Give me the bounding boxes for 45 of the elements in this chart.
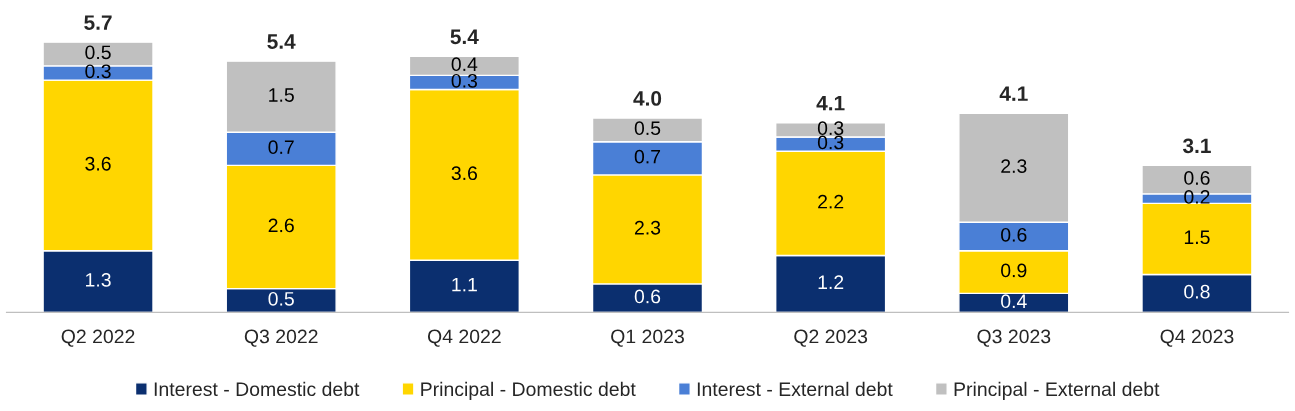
data-label: 0.9	[1001, 263, 1027, 278]
legend-label: Principal - Domestic debt	[421, 381, 636, 400]
x-tick-label: Q1 2023	[611, 329, 684, 347]
legend-label: Interest - External debt	[697, 381, 893, 397]
x-tick-label: Q4 2022	[427, 329, 501, 347]
x-tick-label: Q4 2023	[1160, 329, 1234, 347]
data-label: 1.5	[269, 88, 294, 102]
total-label: 4.0	[633, 91, 662, 106]
data-label: 1.5	[1184, 230, 1210, 245]
data-label: 0.5	[634, 121, 661, 136]
data-label: 0.4	[451, 57, 478, 72]
legend-label: Principal - External debt	[954, 381, 1160, 400]
x-tick-label: Q2 2023	[794, 329, 868, 347]
data-label: 1.1	[452, 277, 477, 292]
data-label: 2.2	[818, 194, 844, 209]
data-label: 0.3	[85, 64, 111, 79]
data-label: 0.6	[1184, 171, 1210, 185]
data-label: 0.4	[1001, 294, 1027, 309]
data-label: 2.3	[634, 220, 661, 235]
total-label: 5.7	[84, 15, 112, 30]
data-label: 0.7	[268, 140, 294, 155]
total-label: 4.1	[816, 95, 845, 111]
x-tick-label: Q2 2022	[61, 329, 135, 347]
data-label: 1.3	[86, 273, 111, 287]
data-label: 3.6	[85, 156, 111, 171]
data-label: 2.3	[1001, 159, 1027, 173]
data-label: 0.8	[1184, 284, 1210, 299]
total-label: 5.4	[450, 29, 479, 45]
data-label: 0.3	[817, 121, 844, 136]
data-label: 2.6	[268, 218, 294, 233]
x-tick-label: Q3 2023	[977, 329, 1051, 347]
data-label: 1.2	[818, 275, 844, 289]
data-label: 0.5	[85, 45, 111, 60]
data-label: 0.6	[634, 289, 661, 304]
data-label: 0.3	[817, 135, 844, 150]
data-label: 0.6	[1001, 227, 1027, 242]
data-label: 0.3	[451, 73, 478, 88]
legend-label: Interest - Domestic debt	[154, 381, 360, 397]
total-label: 5.4	[267, 34, 296, 49]
total-label: 4.1	[999, 86, 1028, 101]
data-label: 0.5	[268, 291, 294, 306]
data-label: 0.7	[634, 149, 661, 164]
total-label: 3.1	[1182, 138, 1211, 154]
data-label: 3.6	[451, 166, 478, 181]
x-tick-label: Q3 2022	[244, 329, 318, 347]
